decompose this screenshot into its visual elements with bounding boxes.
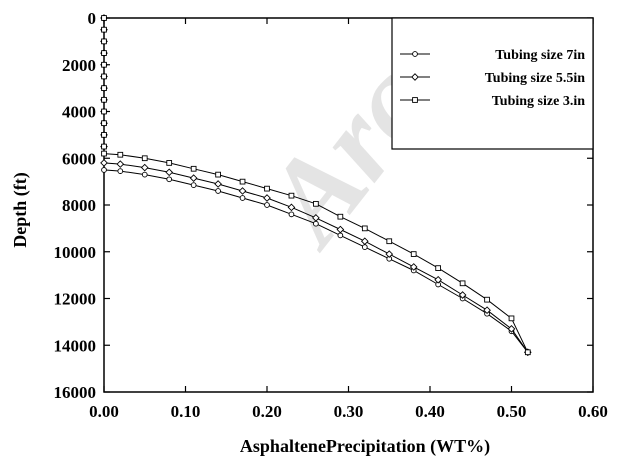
data-point [524,349,531,356]
series-square [101,15,531,356]
data-point [101,61,107,68]
data-point [165,168,174,177]
data-point [100,159,108,167]
x-tick-label: 0.00 [89,402,119,421]
data-point [484,296,490,303]
data-point [141,155,148,162]
legend-label: Tubing size 5.5in [485,71,585,86]
series-layer [100,14,532,357]
data-point [264,202,270,208]
data-point [239,195,246,201]
x-axis: 0.00 0.10 0.20 0.30 0.40 0.50 0.60 [89,18,608,421]
data-point [337,213,344,220]
data-point [409,263,418,271]
x-tick-label: 0.40 [415,402,445,421]
y-axis: 0 2000 4000 6000 8000 10000 12000 14000 16000 [54,9,593,402]
legend-label: Tubing size 3.in [492,94,585,109]
data-point [361,244,368,250]
data-point [434,275,442,284]
y-tick-label: 16000 [54,383,97,402]
data-point [101,73,107,80]
data-point [215,188,221,194]
data-point [117,151,124,158]
data-point [386,238,393,245]
data-point [141,171,148,178]
legend-label: Tubing size 7in [495,48,585,63]
data-point [459,280,466,287]
data-point [101,167,107,173]
y-tick-label: 2000 [62,56,96,75]
data-point [288,192,295,199]
data-point [140,163,149,172]
data-point [101,26,107,33]
legend-box [391,17,594,150]
data-point [458,291,467,299]
data-point [101,150,107,157]
data-point [166,176,173,183]
x-tick-label: 0.10 [171,402,201,421]
data-point [238,187,247,195]
data-point [263,194,271,202]
data-point [190,182,197,188]
x-tick-label: 0.50 [497,402,527,421]
data-point [264,185,270,192]
data-point [435,265,442,271]
data-point [337,232,344,239]
x-tick-label: 0.30 [334,402,364,421]
data-point [239,178,246,185]
legend-marker [412,97,418,103]
data-point [101,96,107,103]
data-point [508,315,515,322]
data-point [190,165,197,172]
x-tick-label: 0.20 [252,402,282,421]
data-point [336,225,345,234]
data-point [410,251,417,257]
y-tick-label: 14000 [54,336,97,355]
y-tick-label: 10000 [54,243,97,262]
data-point [385,250,394,258]
data-point [166,160,173,166]
data-point [214,180,222,188]
data-point [116,160,125,168]
data-point [312,214,320,222]
data-point [101,85,107,91]
data-point [287,203,296,212]
data-point [313,220,319,227]
data-point [189,174,198,182]
data-point [101,120,107,127]
y-tick-label: 6000 [62,149,96,168]
data-point [483,306,491,315]
data-point [215,171,221,178]
data-point [101,38,107,45]
data-point [101,15,107,21]
legend-marker [412,51,418,57]
data-point [101,108,107,115]
data-point [117,168,124,174]
data-point [288,211,295,218]
y-tick-label: 12000 [54,290,97,309]
y-tick-label: 4000 [62,103,96,122]
data-point [361,225,368,232]
legend: Tubing size 7in Tubing size 5.5in Tubing s… [391,17,594,150]
legend-marker [411,73,419,81]
data-point [360,237,369,246]
data-point [101,50,107,56]
y-tick-label: 0 [88,9,97,28]
y-tick-label: 8000 [62,196,96,215]
data-point [507,325,516,333]
data-point [101,132,107,138]
data-point [313,200,319,207]
x-tick-label: 0.60 [578,402,608,421]
x-axis-title: AsphaltenePrecipitation (WT%) [240,436,490,457]
y-axis-title: Depth (ft) [10,172,31,247]
data-point [101,143,107,150]
